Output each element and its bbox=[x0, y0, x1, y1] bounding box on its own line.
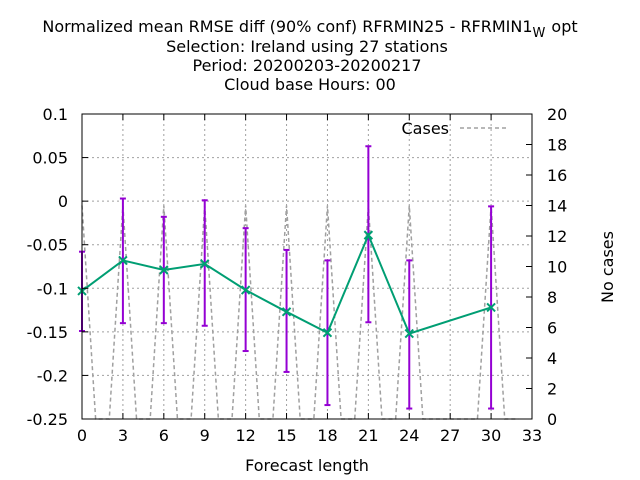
title-suffix: opt bbox=[551, 17, 577, 36]
data-point bbox=[363, 230, 374, 240]
x-tick-label: 24 bbox=[399, 426, 419, 445]
axis-ticks: 0 3 6 9 12 15 18 21 24 27 30 330.10.050-0.05-0.1-0.… bbox=[27, 105, 568, 445]
title-subscript: W bbox=[533, 26, 546, 41]
data-point bbox=[486, 302, 496, 313]
y2-tick-label: 4 bbox=[547, 349, 557, 368]
x-tick-label: 6 bbox=[159, 426, 169, 445]
x-tick-label: 18 bbox=[317, 426, 337, 445]
y-tick-label: -0.15 bbox=[27, 323, 68, 342]
x-tick-label: 21 bbox=[358, 426, 378, 445]
title-line-1: Normalized mean RMSE diff (90% conf) RFR… bbox=[42, 17, 577, 41]
x-axis-label: Forecast length bbox=[245, 456, 369, 475]
y2-tick-label: 6 bbox=[547, 319, 557, 338]
y2-tick-label: 18 bbox=[547, 136, 567, 155]
y2-tick-label: 0 bbox=[547, 410, 557, 429]
y-tick-label: 0 bbox=[58, 192, 68, 211]
y2-tick-label: 12 bbox=[547, 227, 567, 246]
y2-tick-label: 20 bbox=[547, 105, 567, 124]
data-point bbox=[322, 328, 333, 338]
y2-axis-label: No cases bbox=[598, 231, 617, 303]
x-tick-label: 12 bbox=[235, 426, 255, 445]
y-tick-label: -0.2 bbox=[37, 366, 68, 385]
y-tick-label: -0.05 bbox=[27, 236, 68, 255]
data-point bbox=[118, 255, 128, 266]
grid bbox=[82, 114, 532, 419]
data-point bbox=[159, 265, 169, 275]
x-tick-label: 0 bbox=[77, 426, 87, 445]
data-point bbox=[200, 259, 210, 269]
x-tick-label: 3 bbox=[118, 426, 128, 445]
y2-tick-label: 16 bbox=[547, 166, 567, 185]
title-line-2: Selection: Ireland using 27 stations bbox=[166, 37, 448, 56]
y2-tick-label: 2 bbox=[547, 380, 557, 399]
y-tick-label: 0.1 bbox=[43, 105, 68, 124]
x-tick-label: 9 bbox=[200, 426, 210, 445]
y2-tick-label: 14 bbox=[547, 197, 567, 216]
cases-series bbox=[81, 205, 519, 420]
x-tick-label: 33 bbox=[522, 426, 542, 445]
x-tick-label: 30 bbox=[481, 426, 501, 445]
title-line-3: Period: 20200203-20200217 bbox=[192, 56, 421, 75]
data-point bbox=[281, 307, 292, 317]
y2-tick-label: 10 bbox=[547, 258, 567, 277]
legend: Cases bbox=[402, 119, 506, 138]
y-tick-label: -0.25 bbox=[27, 410, 68, 429]
data-point bbox=[240, 285, 251, 295]
y-tick-label: -0.1 bbox=[37, 279, 68, 298]
cases-line bbox=[81, 205, 519, 420]
chart-title: Normalized mean RMSE diff (90% conf) RFR… bbox=[42, 17, 577, 94]
x-tick-label: 15 bbox=[276, 426, 296, 445]
diff-line bbox=[81, 232, 492, 335]
x-tick-label: 27 bbox=[440, 426, 460, 445]
y2-tick-label: 8 bbox=[547, 288, 557, 307]
y-tick-label: 0.05 bbox=[32, 149, 68, 168]
data-point bbox=[404, 328, 414, 339]
title-line-4: Cloud base Hours: 00 bbox=[224, 75, 396, 94]
legend-label-cases: Cases bbox=[402, 119, 450, 138]
